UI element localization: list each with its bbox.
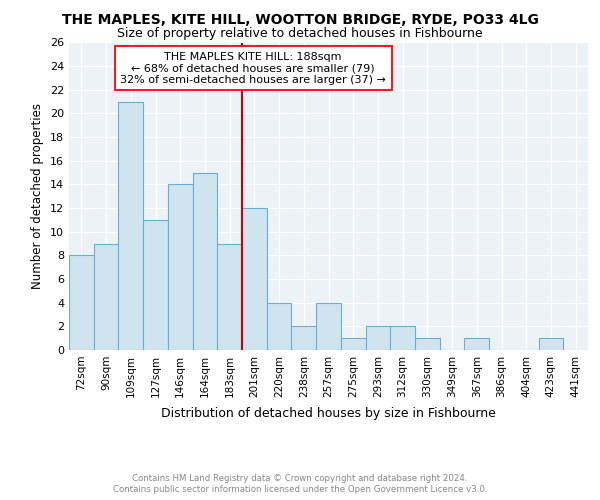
Bar [539, 338, 563, 350]
Bar [242, 208, 267, 350]
Bar [193, 172, 217, 350]
Bar [390, 326, 415, 350]
Bar [94, 244, 118, 350]
Bar [217, 244, 242, 350]
Text: THE MAPLES, KITE HILL, WOOTTON BRIDGE, RYDE, PO33 4LG: THE MAPLES, KITE HILL, WOOTTON BRIDGE, R… [62, 12, 538, 26]
Bar [69, 256, 94, 350]
Bar [168, 184, 193, 350]
Text: Distribution of detached houses by size in Fishbourne: Distribution of detached houses by size … [161, 408, 496, 420]
Bar [267, 302, 292, 350]
Bar [118, 102, 143, 350]
Bar [316, 302, 341, 350]
Bar [143, 220, 168, 350]
Bar [415, 338, 440, 350]
Bar [464, 338, 489, 350]
Text: Size of property relative to detached houses in Fishbourne: Size of property relative to detached ho… [117, 28, 483, 40]
Bar [341, 338, 365, 350]
Text: Contains HM Land Registry data © Crown copyright and database right 2024.
Contai: Contains HM Land Registry data © Crown c… [113, 474, 487, 494]
Text: THE MAPLES KITE HILL: 188sqm
← 68% of detached houses are smaller (79)
32% of se: THE MAPLES KITE HILL: 188sqm ← 68% of de… [121, 52, 386, 85]
Bar [365, 326, 390, 350]
Y-axis label: Number of detached properties: Number of detached properties [31, 104, 44, 289]
Bar [292, 326, 316, 350]
